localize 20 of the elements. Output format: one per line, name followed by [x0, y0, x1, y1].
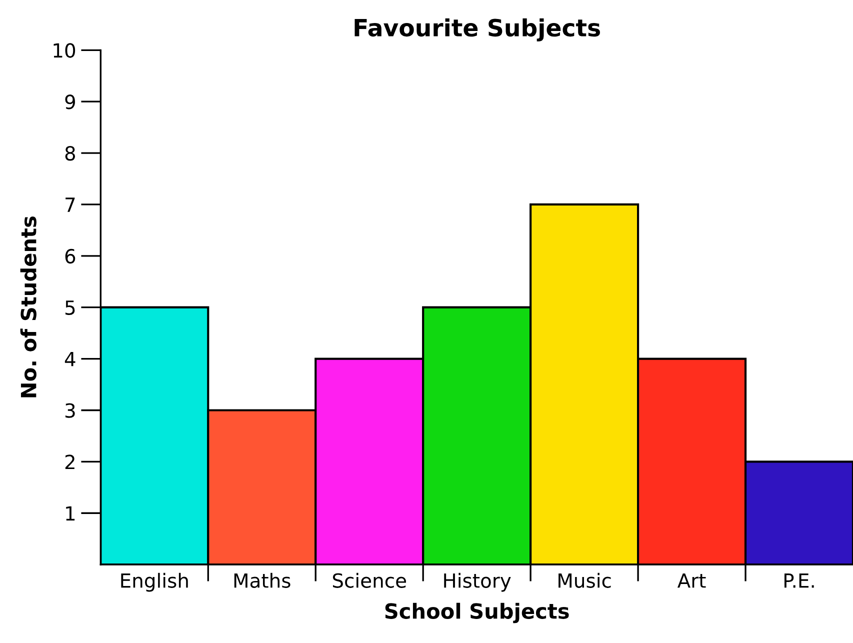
x-tick-label: History: [444, 572, 511, 592]
y-tick-label: 6: [65, 248, 76, 264]
x-tick-label: Art: [677, 573, 706, 588]
y-tick-label: 4: [64, 352, 76, 366]
x-axis-title: School Subjects: [385, 602, 569, 624]
y-tick-label: 10: [54, 43, 76, 58]
y-axis-title: No. of Students: [20, 216, 36, 398]
y-tick-label: 8: [65, 146, 76, 161]
y-tick-label: 7: [66, 198, 75, 212]
chart-title: Favourite Subjects: [354, 18, 600, 42]
x-tick-label: Maths: [234, 572, 290, 588]
x-tick-label: P.E.: [784, 573, 814, 588]
y-tick-label: 5: [65, 300, 75, 316]
y-tick-label: 3: [65, 403, 75, 418]
y-tick-label: 2: [65, 454, 74, 470]
x-tick-label: English: [121, 572, 188, 592]
y-tick-label: 9: [65, 94, 75, 110]
x-tick-label: Science: [332, 572, 406, 588]
x-tick-label: Music: [558, 572, 611, 588]
y-tick-label: 1: [66, 506, 75, 520]
